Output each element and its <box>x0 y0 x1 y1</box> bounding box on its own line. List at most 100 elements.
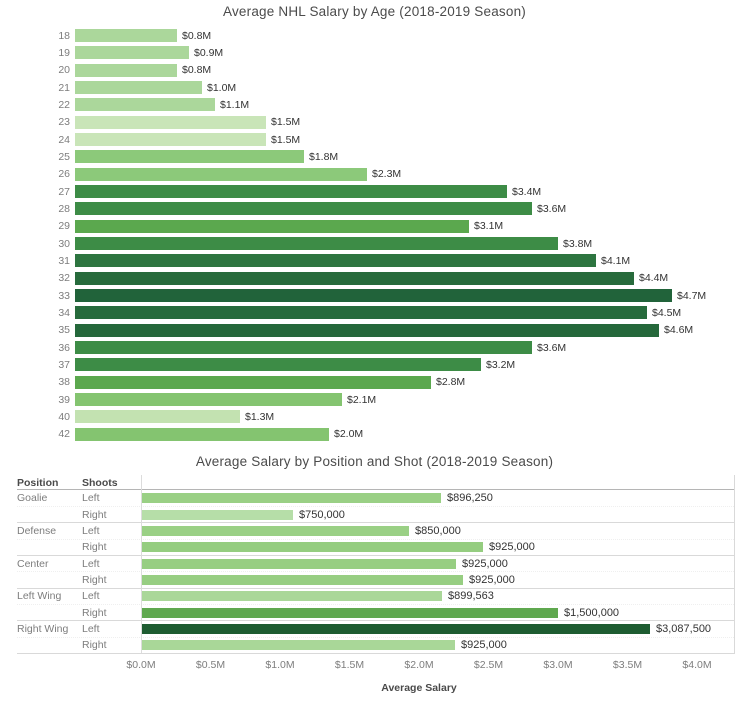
bar-row: 34 $4.5M <box>0 304 749 321</box>
bar-row: 38 $2.8M <box>0 374 749 391</box>
value-label: $1.8M <box>309 150 339 163</box>
age-label: 28 <box>58 202 70 215</box>
position-chart-title: Average Salary by Position and Shot (201… <box>195 453 554 469</box>
salary-bar[interactable] <box>75 150 304 164</box>
value-label: $1.3M <box>245 410 275 423</box>
salary-bar[interactable] <box>141 558 456 569</box>
position-bar-row: Right $925,000 <box>17 571 734 587</box>
age-label: 32 <box>58 272 70 285</box>
salary-bar[interactable] <box>75 254 596 268</box>
salary-bar[interactable] <box>75 29 177 43</box>
bar-row: 25 $1.8M <box>0 148 749 165</box>
age-label: 25 <box>58 150 70 163</box>
shoots-column-header: Shoots <box>82 476 118 489</box>
age-label: 26 <box>58 168 70 181</box>
bar-row: 20 $0.8M <box>0 62 749 79</box>
salary-bar[interactable] <box>75 427 329 441</box>
age-label: 20 <box>58 64 70 77</box>
salary-bar[interactable] <box>75 271 634 285</box>
salary-bar[interactable] <box>141 591 442 602</box>
shoots-label: Right <box>82 639 107 652</box>
salary-bar[interactable] <box>141 623 650 634</box>
shoots-label: Left <box>82 590 100 603</box>
column-header-row: Position Shoots <box>17 475 734 490</box>
salary-bar[interactable] <box>75 306 647 320</box>
salary-bar[interactable] <box>141 640 455 651</box>
shoots-label: Right <box>82 508 107 521</box>
salary-bar[interactable] <box>141 493 441 504</box>
value-label: $925,000 <box>469 574 515 586</box>
position-label: Right Wing <box>17 622 69 635</box>
salary-bar[interactable] <box>75 289 672 303</box>
salary-bar[interactable] <box>75 323 659 337</box>
position-chart-plot-area: Position Shoots Goalie Left $896,250 Right $… <box>17 474 735 654</box>
position-bar-row: Goalie Left $896,250 <box>17 490 734 506</box>
value-label: $925,000 <box>462 557 508 570</box>
position-bar-row: Right $750,000 <box>17 506 734 522</box>
value-label: $3.4M <box>512 185 542 198</box>
salary-bar[interactable] <box>75 410 240 424</box>
age-label: 40 <box>58 410 70 423</box>
value-label: $2.0M <box>334 428 364 441</box>
salary-bar[interactable] <box>75 115 266 129</box>
value-label: $4.6M <box>664 324 694 337</box>
age-label: 24 <box>58 133 70 146</box>
age-label: 19 <box>58 46 70 59</box>
bar-row: 19 $0.9M <box>0 44 749 61</box>
salary-bar[interactable] <box>141 607 558 618</box>
salary-bar[interactable] <box>75 133 266 147</box>
age-label: 29 <box>58 220 70 233</box>
salary-bar[interactable] <box>75 185 507 199</box>
salary-bar[interactable] <box>141 542 483 553</box>
age-label: 18 <box>58 29 70 42</box>
salary-bar[interactable] <box>75 375 431 389</box>
value-label: $1,500,000 <box>564 606 620 619</box>
salary-bar[interactable] <box>75 358 481 372</box>
value-label: $2.8M <box>436 376 466 389</box>
salary-bar[interactable] <box>75 341 532 355</box>
salary-bar[interactable] <box>141 509 293 520</box>
position-bar-row: Right $925,000 <box>17 538 734 555</box>
bar-row: 18 $0.8M <box>0 27 749 44</box>
salary-bar[interactable] <box>75 219 469 233</box>
value-label: $3,087,500 <box>656 622 712 635</box>
value-label: $750,000 <box>299 508 345 521</box>
salary-bar[interactable] <box>75 98 215 112</box>
value-label: $896,250 <box>447 492 493 505</box>
bar-row: 27 $3.4M <box>0 183 749 200</box>
value-label: $899,563 <box>448 590 494 603</box>
age-label: 33 <box>58 289 70 302</box>
position-shot-chart: Average Salary by Position and Shot (201… <box>0 454 749 694</box>
shoots-label: Right <box>82 574 107 586</box>
axis-tick-label: $2.5M <box>473 658 504 671</box>
bar-row: 26 $2.3M <box>0 166 749 183</box>
value-label: $1.5M <box>271 116 301 129</box>
bar-row: 37 $3.2M <box>0 356 749 373</box>
salary-bar[interactable] <box>141 526 409 537</box>
age-label: 23 <box>58 116 70 129</box>
value-label: $3.6M <box>537 202 567 215</box>
axis-tick-label: $4.0M <box>682 658 712 671</box>
bar-row: 33 $4.7M <box>0 287 749 304</box>
age-label: 30 <box>58 237 70 250</box>
salary-bar[interactable] <box>75 167 367 181</box>
age-chart-title: Average NHL Salary by Age (2018-2019 Sea… <box>223 4 526 19</box>
salary-bar[interactable] <box>75 393 342 407</box>
salary-bar[interactable] <box>75 202 532 216</box>
axis-tick-label: $0.0M <box>126 658 156 671</box>
salary-bar[interactable] <box>75 63 177 77</box>
age-label: 22 <box>58 98 70 111</box>
bar-row: 42 $2.0M <box>0 426 749 443</box>
bar-row: 39 $2.1M <box>0 391 749 408</box>
value-label: $1.5M <box>271 133 301 146</box>
bar-row: 23 $1.5M <box>0 114 749 131</box>
salary-bar[interactable] <box>75 81 202 95</box>
axis-origin-line <box>141 474 142 653</box>
bar-row: 21 $1.0M <box>0 79 749 96</box>
shoots-label: Left <box>82 492 100 505</box>
shoots-label: Left <box>82 557 100 570</box>
salary-bar[interactable] <box>75 46 189 60</box>
x-axis-title: Average Salary <box>381 681 457 694</box>
salary-bar[interactable] <box>75 237 558 251</box>
salary-bar[interactable] <box>141 575 463 585</box>
